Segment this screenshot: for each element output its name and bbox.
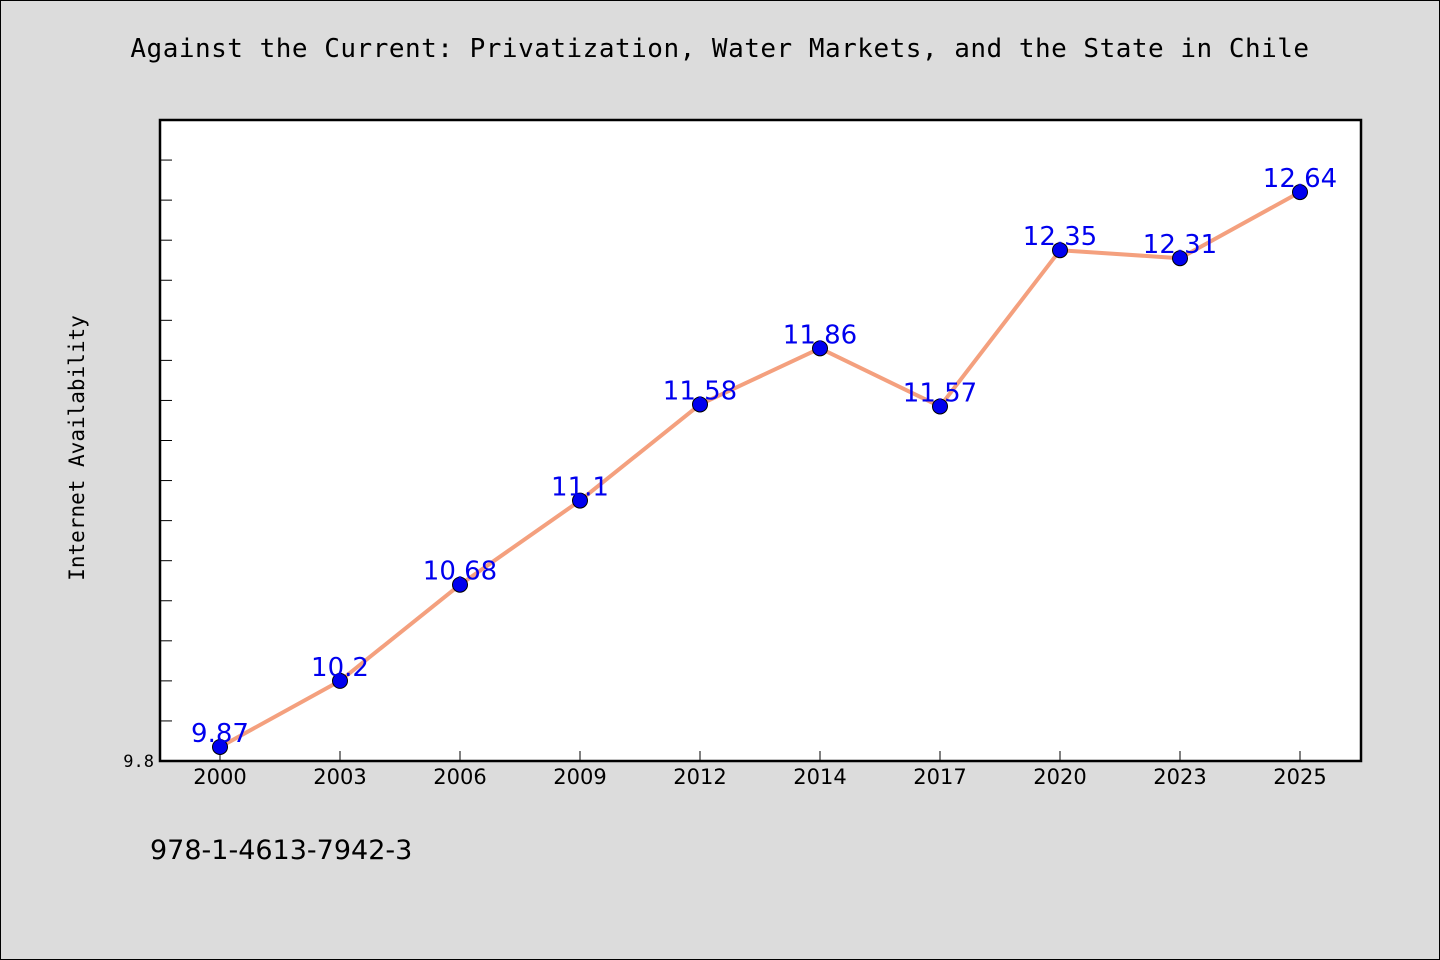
data-label: 9.87 [191, 719, 249, 749]
data-label: 12.64 [1263, 164, 1337, 194]
data-label: 11.58 [663, 376, 737, 406]
data-labels: 9.87 10.2 10.68 11.1 11.58 11.86 11.57 12.35 12.… [191, 164, 1337, 749]
data-label: 11.1 [551, 473, 609, 503]
data-markers [212, 184, 1308, 755]
x-tick-label: 2020 [1033, 765, 1086, 789]
data-label: 11.86 [783, 320, 857, 350]
series-line [219, 190, 1301, 749]
data-point [812, 340, 828, 357]
data-point [572, 492, 588, 509]
x-tick-label: 2017 [913, 765, 966, 789]
data-label: 12.31 [1143, 230, 1217, 260]
data-label: 10.68 [423, 557, 497, 587]
data-label: 10.2 [311, 653, 369, 683]
x-tick-label: 2025 [1273, 765, 1326, 789]
y-tick-label: 9.8 [123, 752, 154, 772]
x-tick-label: 2012 [673, 765, 726, 789]
x-tick-label: 2023 [1153, 765, 1206, 789]
data-label: 12.35 [1023, 222, 1097, 252]
x-tick-label: 2014 [793, 765, 846, 789]
data-point [1172, 250, 1188, 267]
plot-area [158, 118, 1363, 763]
y-axis-ticks: 9.8 [123, 119, 172, 772]
data-label: 11.57 [903, 378, 977, 408]
x-axis-ticks: 2000 2003 2006 2009 2012 2014 2017 2020 2023 2025 [193, 751, 1327, 789]
x-tick-label: 2003 [313, 765, 366, 789]
x-tick-label: 2009 [553, 765, 606, 789]
isbn-text: 978-1-4613-7942-3 [150, 835, 413, 866]
data-point [332, 672, 348, 689]
data-point [932, 398, 948, 415]
data-point [692, 396, 708, 413]
data-point [1292, 184, 1308, 201]
y-axis-label: Internet Availability [65, 315, 89, 581]
data-point [1052, 242, 1068, 259]
chart-title: Against the Current: Privatization, Wate… [130, 34, 1310, 64]
x-tick-label: 2000 [193, 765, 246, 789]
x-tick-label: 2006 [433, 765, 486, 789]
data-point [452, 576, 468, 593]
data-point [212, 738, 228, 755]
